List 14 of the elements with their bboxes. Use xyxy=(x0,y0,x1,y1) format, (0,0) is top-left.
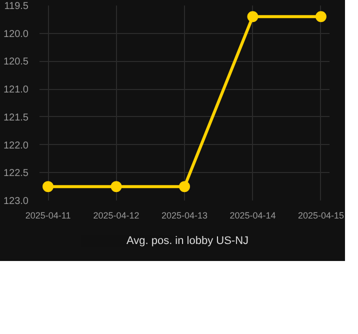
y-tick-label: 119.5 xyxy=(4,1,29,12)
y-tick-label: 122.5 xyxy=(3,168,29,180)
y-tick-label: 122.0 xyxy=(3,140,29,152)
text: Avg. pos. in lobby US-NJ xyxy=(126,235,249,247)
x-tick-label: 2025-04-11 xyxy=(25,210,71,220)
y-tick-label: 120.0 xyxy=(3,28,29,40)
x-tick-label: 2025-04-15 xyxy=(298,210,344,220)
y-tick-label: 123.0 xyxy=(3,196,29,207)
y-tick-label: 121.0 xyxy=(3,84,29,96)
y-tick-label: 120.5 xyxy=(3,56,29,68)
y-tick-label: 121.5 xyxy=(3,112,29,124)
x-tick-label: 2025-04-13 xyxy=(161,210,208,220)
x-tick-label: 2025-04-14 xyxy=(230,210,276,220)
x-tick-label: 2025-04-12 xyxy=(93,210,140,220)
